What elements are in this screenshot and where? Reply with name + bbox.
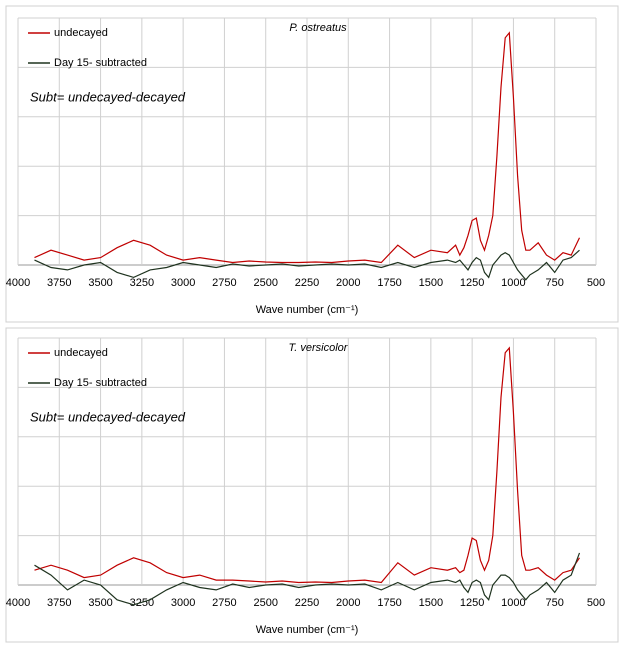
x-tick-label: 2000 [336, 597, 360, 609]
x-tick-label: 3500 [88, 597, 112, 609]
x-tick-label: 1500 [419, 597, 443, 609]
x-tick-label: 2500 [253, 277, 277, 289]
x-axis-label: Wave number (cm⁻¹) [256, 304, 359, 316]
x-tick-label: 1000 [501, 597, 525, 609]
legend-label: Day 15- subtracted [54, 57, 147, 69]
x-tick-label: 2250 [295, 597, 319, 609]
annotation: Subt= undecayed-decayed [30, 409, 186, 424]
data-line [34, 552, 581, 606]
panel-border [5, 5, 619, 323]
x-tick-label: 4000 [6, 277, 30, 289]
legend-label: undecayed [54, 347, 108, 359]
x-tick-label: 3250 [130, 277, 154, 289]
x-tick-label: 4000 [6, 597, 30, 609]
x-tick-label: 1000 [501, 277, 525, 289]
data-line [34, 346, 580, 584]
x-tick-label: 1250 [460, 597, 484, 609]
x-tick-label: 3500 [88, 277, 112, 289]
x-tick-label: 500 [587, 277, 605, 289]
x-tick-label: 750 [546, 597, 564, 609]
x-tick-label: 2750 [212, 277, 236, 289]
x-tick-label: 2500 [253, 597, 277, 609]
x-tick-label: 1500 [419, 277, 443, 289]
x-axis-label: Wave number (cm⁻¹) [256, 624, 359, 636]
chart-title: T. versicolor [289, 342, 349, 354]
legend-label: undecayed [54, 27, 108, 39]
chart-title: P. ostreatus [289, 22, 347, 34]
x-tick-label: 3000 [171, 277, 195, 289]
x-tick-label: 2000 [336, 277, 360, 289]
x-tick-label: 1750 [377, 597, 401, 609]
legend-label: Day 15- subtracted [54, 377, 147, 389]
annotation: Subt= undecayed-decayed [30, 89, 186, 104]
panel-border [5, 327, 619, 643]
x-tick-label: 2250 [295, 277, 319, 289]
x-tick-label: 1250 [460, 277, 484, 289]
data-line [34, 249, 580, 281]
x-tick-label: 3750 [47, 277, 71, 289]
x-tick-label: 500 [587, 597, 605, 609]
x-tick-label: 2750 [212, 597, 236, 609]
x-tick-label: 3750 [47, 597, 71, 609]
x-tick-label: 3000 [171, 597, 195, 609]
x-tick-label: 750 [546, 277, 564, 289]
data-line [34, 31, 581, 264]
x-tick-label: 1750 [377, 277, 401, 289]
